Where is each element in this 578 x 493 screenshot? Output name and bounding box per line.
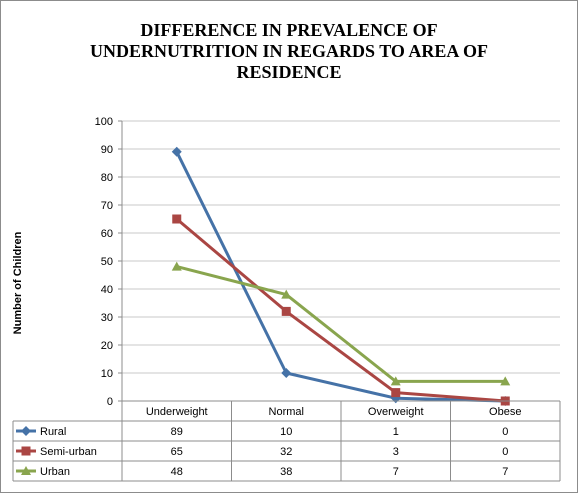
chart-title-line-2: UNDERNUTRITION IN REGARDS TO AREA OF [90,41,488,61]
series-urban [171,261,511,386]
series-lines [171,146,511,406]
legend-key-marker [21,446,31,456]
data-point-marker [171,146,182,157]
axes: 0 10 20 30 40 50 60 70 80 90 100 [95,116,123,408]
y-tick-label: 30 [101,312,113,324]
data-value-cell: 89 [171,426,183,438]
legend-entry: Urban [40,466,70,478]
data-point-marker [500,376,511,386]
data-value-cell: 32 [280,446,292,458]
category-label: Obese [489,406,521,418]
series-line [175,151,506,403]
y-tick-label: 20 [101,340,113,352]
data-value-cell: 3 [393,446,399,458]
data-point-marker [172,214,182,224]
chart-title-line-3: RESIDENCE [236,62,342,82]
chart-title: DIFFERENCE IN PREVALENCE OF UNDERNUTRITI… [0,20,578,83]
category-label: Overweight [368,406,424,418]
y-tick-label: 40 [101,284,113,296]
y-tick-label: 10 [101,368,113,380]
series-line [176,265,506,383]
legend-entry: Rural [40,426,66,438]
y-tick-label: 60 [101,228,113,240]
gridlines [122,120,560,374]
data-point-marker [281,306,291,316]
data-value-cell: 38 [280,466,292,478]
data-point-marker [281,289,292,299]
series-rural [171,146,511,406]
chart-title-line-1: DIFFERENCE IN PREVALENCE OF [140,20,438,40]
category-label: Underweight [146,406,208,418]
data-value-cell: 0 [502,446,508,458]
series-line [175,217,506,403]
y-tick-label: 50 [101,256,113,268]
y-tick-label: 0 [107,396,113,408]
data-value-cell: 0 [502,426,508,438]
y-tick-label: 80 [101,172,113,184]
data-value-cell: 48 [171,466,183,478]
data-point-marker [281,368,292,378]
data-value-cell: 1 [393,426,399,438]
category-label: Normal [269,406,304,418]
data-value-cell: 7 [393,466,399,478]
y-tick-label: 90 [101,144,113,156]
data-value-cell: 65 [171,446,183,458]
data-value-cell: 10 [280,426,292,438]
data-value-cell: 7 [502,466,508,478]
data-point-marker [171,261,182,271]
data-table: Underweight Normal Overweight Obese Rural 89 1… [12,400,561,482]
legend-entry: Semi-urban [40,446,97,458]
legend-key-marker [21,426,31,436]
y-tick-label: 100 [95,116,113,128]
y-axis-label: Number of Children [12,231,24,334]
data-point-marker [391,388,401,398]
y-tick-label: 70 [101,200,113,212]
legend-key-marker [21,466,31,475]
data-point-marker [390,376,401,386]
